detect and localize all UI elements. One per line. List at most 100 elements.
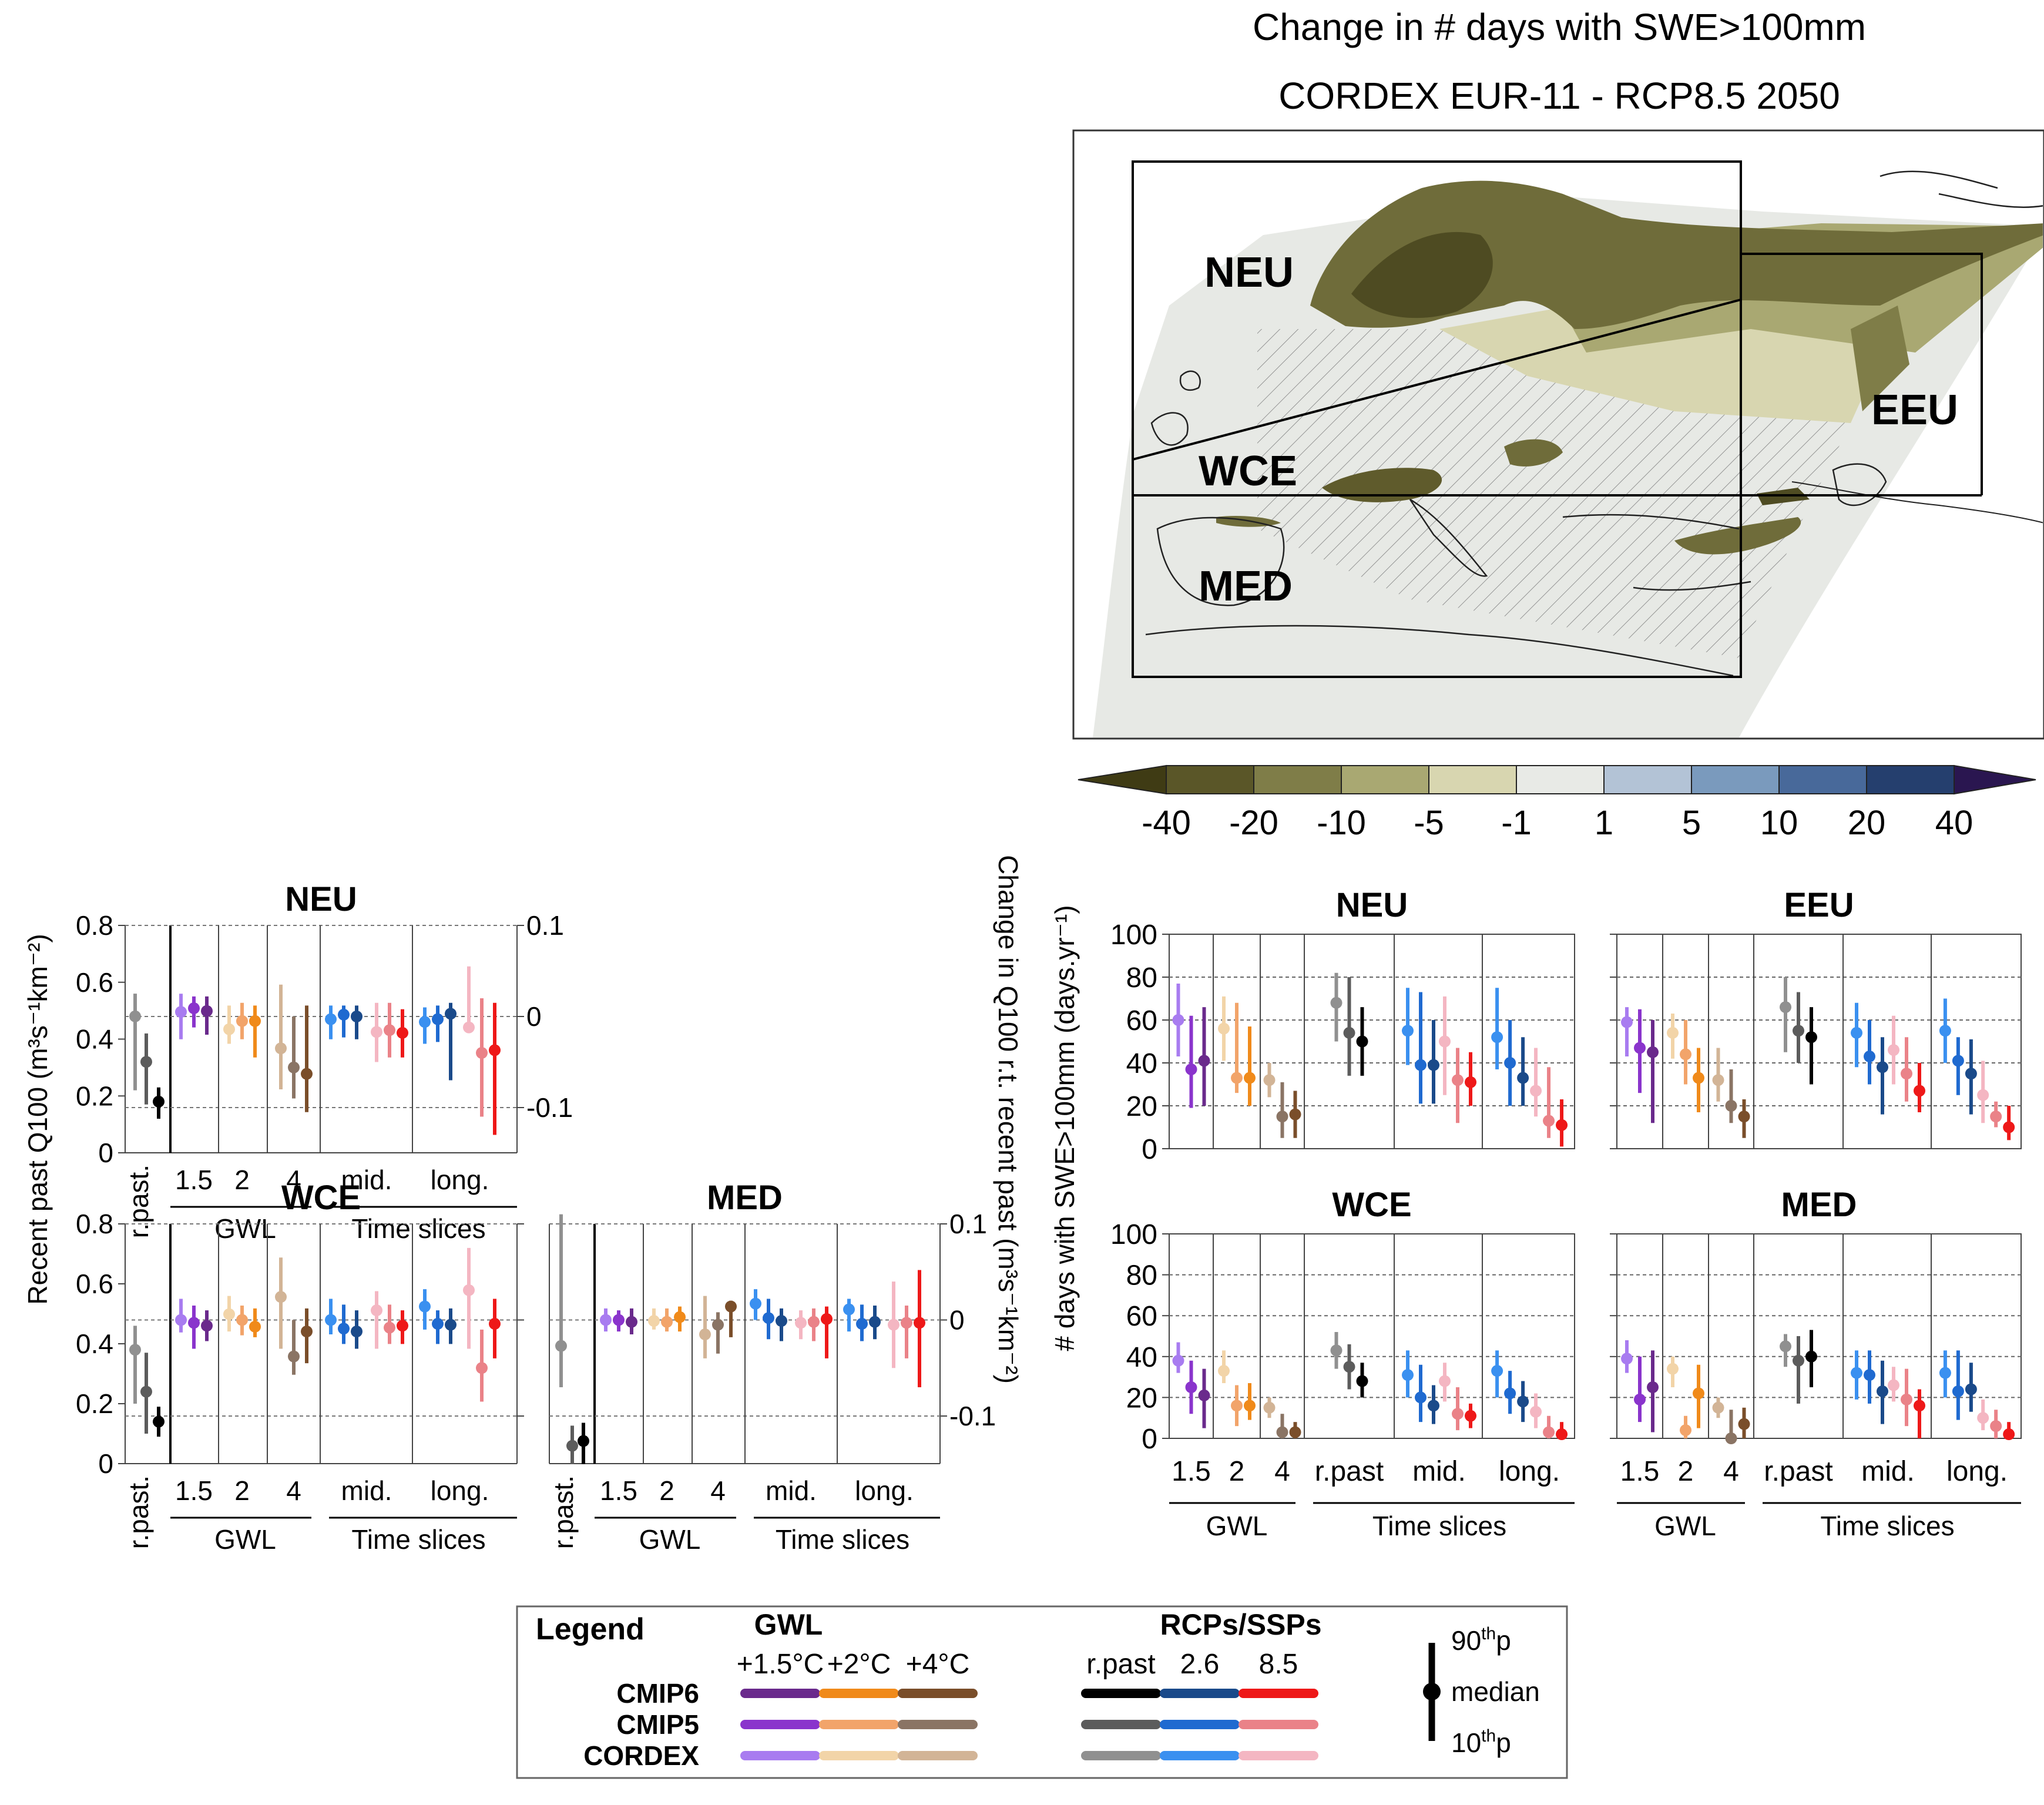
q100-change-whisker-median bbox=[397, 1026, 408, 1039]
swe-whisker-median bbox=[1864, 1369, 1875, 1381]
colorbar-bin bbox=[1341, 765, 1429, 794]
region-label-med: MED bbox=[1199, 563, 1293, 610]
q100-right-tick-label: 0.1 bbox=[526, 910, 564, 941]
swe-whisker-median bbox=[1504, 1387, 1516, 1400]
q100-xlabel-mid: mid. bbox=[341, 1165, 392, 1195]
swe-xlabel-mid: mid. bbox=[1412, 1456, 1466, 1487]
swe-whisker bbox=[1263, 1397, 1276, 1418]
swe-whisker bbox=[1343, 977, 1355, 1076]
q100-change-whisker-median bbox=[763, 1312, 774, 1324]
swe-whisker-median bbox=[1402, 1369, 1414, 1381]
swe-whisker-median bbox=[1198, 1055, 1210, 1067]
swe-whisker-median bbox=[1198, 1389, 1210, 1401]
region-boxes bbox=[1132, 160, 1983, 678]
swe-whisker-median bbox=[1231, 1400, 1243, 1412]
q100-change-whisker bbox=[236, 1305, 248, 1336]
swe-whisker bbox=[1556, 1099, 1568, 1147]
q100-change-whisker bbox=[445, 1002, 457, 1081]
q100-rpast-whisker bbox=[153, 1407, 165, 1437]
q100-group-label-gwl: GWL bbox=[214, 1524, 276, 1555]
q100-change-whisker-median bbox=[236, 1015, 248, 1027]
q100-change-whisker-median bbox=[901, 1317, 912, 1329]
region-box-outer bbox=[1132, 160, 1742, 678]
swe-whisker bbox=[1218, 996, 1230, 1061]
swe-whisker bbox=[1402, 1350, 1414, 1398]
q100-change-whisker bbox=[275, 984, 287, 1089]
q100-rpast-whisker-median bbox=[153, 1415, 165, 1428]
colorbar-extend-low bbox=[1078, 764, 1167, 795]
swe-whisker bbox=[1185, 1015, 1197, 1108]
q100-change-whisker bbox=[888, 1281, 900, 1368]
swe-whisker-median bbox=[1543, 1426, 1555, 1438]
swe-whisker bbox=[1231, 1385, 1243, 1427]
swe-whisker bbox=[1343, 1344, 1355, 1390]
swe-whisker bbox=[1877, 1360, 1888, 1424]
q100-change-whisker-median bbox=[808, 1316, 820, 1328]
colorbar-tick-label: 10 bbox=[1760, 804, 1798, 842]
q100-change-whisker bbox=[674, 1306, 686, 1332]
colorbar-bin bbox=[1516, 765, 1605, 794]
q100-change-whisker-median bbox=[371, 1026, 382, 1038]
swe-whisker-median bbox=[1914, 1400, 1925, 1412]
legend-col-label: 2.6 bbox=[1180, 1649, 1220, 1680]
q100-xlabel-mid: mid. bbox=[341, 1475, 392, 1506]
swe-whisker bbox=[1805, 1330, 1817, 1387]
q100-group-label-ts: Time slices bbox=[351, 1213, 485, 1244]
q100-change-whisker bbox=[249, 1005, 261, 1058]
colorbar-tick-label: -1 bbox=[1501, 804, 1532, 842]
swe-whisker bbox=[1712, 1397, 1724, 1418]
q100-change-whisker bbox=[613, 1310, 625, 1332]
q100-rpast-whisker-median bbox=[578, 1435, 589, 1447]
q100-change-whisker-median bbox=[371, 1304, 382, 1317]
swe-whisker-median bbox=[1439, 1375, 1451, 1387]
swe-whisker bbox=[1977, 1399, 1989, 1431]
swe-whisker bbox=[1439, 1363, 1451, 1402]
swe-whisker-median bbox=[1185, 1063, 1197, 1075]
legend: Legend GWL RCPs/SSPs +1.5°C +2°C +4°C r.pas… bbox=[516, 1605, 1568, 1779]
q100-panel-title: MED bbox=[707, 1179, 783, 1217]
shade-carpathians bbox=[1504, 439, 1563, 467]
colorbar-tick-label: 20 bbox=[1848, 804, 1886, 842]
swe-tick-label: 40 bbox=[1126, 1048, 1157, 1079]
swe-group-label-ts: Time slices bbox=[1820, 1511, 1954, 1541]
q100-change-whisker bbox=[476, 998, 488, 1117]
swe-whisker bbox=[1738, 1407, 1750, 1438]
q100-change-whisker bbox=[600, 1308, 612, 1332]
colorbar-bin bbox=[1428, 765, 1517, 794]
swe-xlabel-g2: 2 bbox=[1229, 1456, 1245, 1487]
legend-whisker-median bbox=[1423, 1683, 1441, 1700]
q100-rpast-whisker-median bbox=[555, 1340, 567, 1352]
q100-change-whisker-median bbox=[869, 1316, 881, 1328]
q100-change-whisker bbox=[712, 1312, 724, 1354]
q100-left-tick-label: 0.4 bbox=[76, 1328, 113, 1359]
swe-panel-title: WCE bbox=[1332, 1186, 1411, 1224]
swe-whisker bbox=[1888, 1015, 1899, 1085]
swe-tick-label: 80 bbox=[1126, 1260, 1157, 1291]
q100-change-whisker bbox=[750, 1289, 761, 1320]
swe-whisker-median bbox=[1738, 1110, 1750, 1123]
swe-whisker bbox=[1185, 1360, 1197, 1414]
swe-whisker-median bbox=[1634, 1393, 1646, 1405]
legend-col-label: +2°C bbox=[827, 1649, 891, 1680]
swe-whisker-median bbox=[1517, 1072, 1529, 1084]
swe-whisker bbox=[1888, 1367, 1899, 1402]
q100-change-whisker-median bbox=[661, 1316, 673, 1328]
q100-rpast-whisker-median bbox=[129, 1010, 141, 1022]
q100-change-whisker bbox=[288, 1016, 300, 1099]
swe-whisker bbox=[1231, 1002, 1243, 1093]
swe-tick-label: 100 bbox=[1110, 920, 1157, 951]
q100-change-whisker-median bbox=[600, 1314, 612, 1326]
swe-whisker-median bbox=[1725, 1100, 1737, 1112]
swe-whisker-median bbox=[1864, 1051, 1875, 1063]
swe-whisker bbox=[1356, 1363, 1368, 1398]
swe-whisker-median bbox=[1231, 1072, 1243, 1084]
q100-change-whisker bbox=[325, 1005, 337, 1039]
q100-group-label-ts: Time slices bbox=[351, 1524, 485, 1555]
shade-urals bbox=[1851, 306, 1909, 411]
colorbar-bin bbox=[1866, 765, 1955, 794]
q100-xlabel-g4: 4 bbox=[710, 1475, 726, 1506]
swe-whisker-median bbox=[1530, 1085, 1542, 1097]
q100-panel-med: MED 0.1 0 -0.1 r.past. 1.5 2 4 mid. long. GWL Time … bbox=[548, 1179, 996, 1555]
swe-whisker bbox=[1725, 1069, 1737, 1123]
